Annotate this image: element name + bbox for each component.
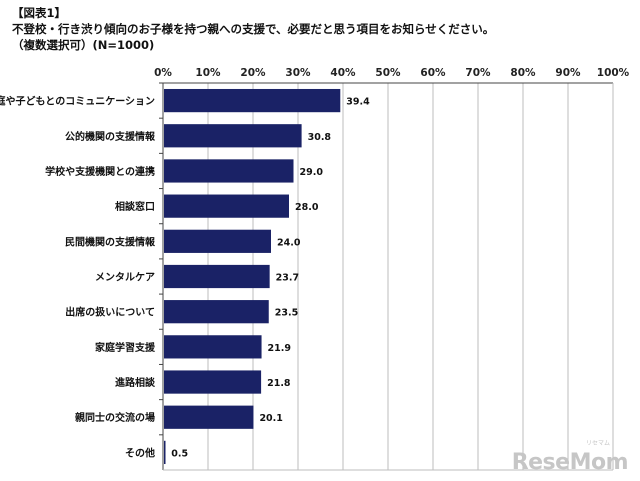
data-label: 21.8 bbox=[267, 378, 291, 389]
category-label: 家庭や子どもとのコミュニケーション bbox=[0, 95, 155, 108]
bar bbox=[164, 124, 302, 148]
x-tick-label: 90% bbox=[555, 67, 581, 79]
x-tick-label: 10% bbox=[195, 67, 221, 79]
data-label: 23.5 bbox=[275, 308, 298, 319]
x-tick-label: 40% bbox=[330, 67, 356, 79]
question-text: 不登校・行き渋り傾向のお子様を持つ親への支援で、必要だと思う項目をお知らせくださ… bbox=[12, 22, 495, 36]
x-tick-label: 30% bbox=[285, 67, 311, 79]
data-label: 28.0 bbox=[295, 202, 319, 213]
bar bbox=[164, 194, 289, 218]
category-label: メンタルケア bbox=[95, 272, 155, 284]
category-label: 出席の扱いについて bbox=[65, 306, 155, 319]
bar bbox=[164, 159, 294, 183]
data-label: 30.8 bbox=[308, 132, 332, 143]
data-label: 20.1 bbox=[259, 413, 282, 424]
bar bbox=[164, 335, 262, 359]
data-label: 29.0 bbox=[300, 167, 324, 178]
category-label: 親同士の交流の場 bbox=[75, 411, 155, 424]
bar bbox=[164, 370, 262, 394]
category-label: その他 bbox=[125, 446, 155, 459]
category-label: 民間機関の支援情報 bbox=[65, 235, 156, 248]
x-tick-label: 80% bbox=[510, 67, 536, 79]
x-tick-label: 20% bbox=[240, 67, 266, 79]
bar bbox=[164, 405, 254, 429]
data-label: 24.0 bbox=[277, 237, 301, 248]
x-tick-label: 100% bbox=[597, 67, 630, 79]
data-label: 39.4 bbox=[346, 97, 370, 108]
category-label: 公的機関の支援情報 bbox=[65, 130, 156, 143]
bar bbox=[164, 264, 270, 289]
bar bbox=[164, 440, 166, 465]
category-label: 相談窓口 bbox=[115, 200, 155, 213]
x-tick-label: 50% bbox=[375, 67, 401, 79]
figure-label: 【図表1】 bbox=[12, 6, 67, 20]
watermark-subtext: リセマム bbox=[585, 440, 610, 447]
category-label: 進路相談 bbox=[115, 376, 156, 389]
data-label: 23.7 bbox=[276, 273, 299, 284]
x-tick-label: 70% bbox=[465, 67, 491, 79]
category-label: 学校や支援機関との連携 bbox=[45, 165, 155, 178]
bar bbox=[164, 88, 341, 113]
question-note: （複数選択可）(N=1000) bbox=[12, 38, 155, 52]
category-label: 家庭学習支援 bbox=[95, 341, 156, 354]
data-label: 0.5 bbox=[171, 448, 188, 459]
x-tick-label: 60% bbox=[420, 67, 446, 79]
watermark-logo: ReseMom bbox=[511, 450, 629, 475]
bar bbox=[164, 229, 271, 253]
bar bbox=[164, 300, 269, 324]
x-tick-label: 0% bbox=[154, 67, 172, 79]
data-label: 21.9 bbox=[268, 343, 291, 354]
